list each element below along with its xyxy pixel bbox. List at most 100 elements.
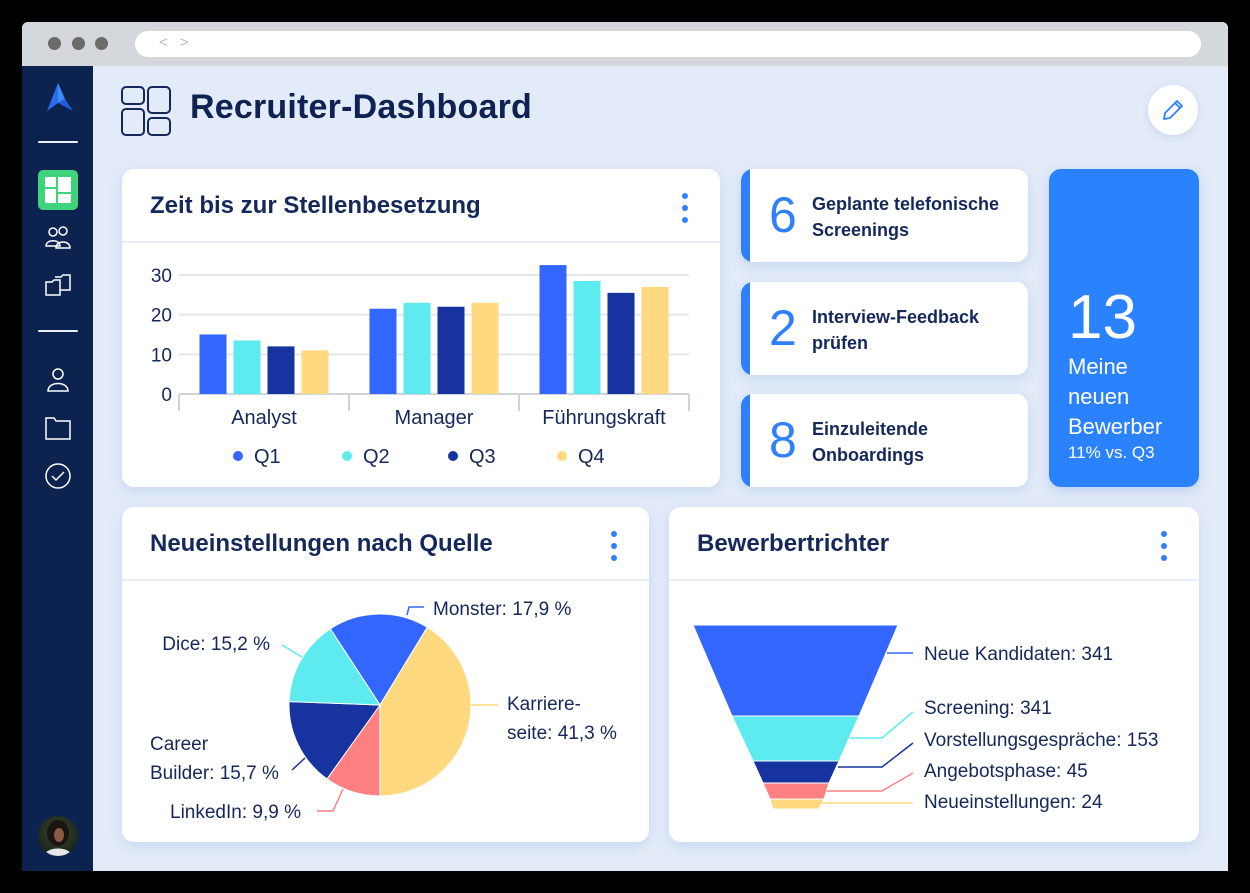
- y-tick-label: 20: [151, 306, 172, 327]
- time-to-fill-card: Zeit bis zur Stellenbesetzung 0 10 20 30 Ana…: [122, 169, 720, 487]
- stat-label: Geplante telefonische Screenings: [812, 194, 1000, 240]
- new-applicants-card[interactable]: 13 Meine neuen Bewerber 11% vs. Q3: [1049, 169, 1199, 487]
- sidebar-divider: [38, 141, 78, 143]
- leader-line: [317, 788, 344, 812]
- sidebar-item-dashboard[interactable]: [38, 170, 78, 210]
- y-tick-label: 30: [151, 266, 172, 287]
- card-title: Zeit bis zur Stellenbesetzung: [150, 192, 481, 219]
- leader-line: [406, 606, 424, 616]
- funnel-label: Angebotsphase: 45: [924, 761, 1088, 782]
- bar-q3[interactable]: [267, 346, 295, 394]
- pie-label: LinkedIn: 9,9 %: [170, 802, 301, 823]
- folder-icon: [45, 417, 71, 440]
- legend-label[interactable]: Q2: [363, 446, 390, 468]
- browser-chrome: < >: [22, 22, 1228, 66]
- funnel-stage[interactable]: [692, 624, 899, 717]
- pie-label: Monster: 17,9 %: [433, 599, 571, 620]
- pie-slice-dice[interactable]: [288, 628, 381, 706]
- bar-q4[interactable]: [301, 350, 329, 394]
- legend-label[interactable]: Q3: [469, 446, 496, 468]
- pie-chart: Monster: 17,9 % Karriere-seite: 41,3 % Lin…: [150, 599, 617, 823]
- more-vertical-icon[interactable]: [1157, 531, 1171, 561]
- funnel-stage[interactable]: [769, 798, 825, 810]
- sidebar-item-profile[interactable]: [38, 360, 78, 400]
- card-divider: [122, 241, 720, 243]
- legend-dot-icon: [557, 451, 567, 461]
- card-title: Neueinstellungen nach Quelle: [150, 530, 493, 557]
- x-category-label: Führungskraft: [542, 407, 666, 429]
- y-tick-label: 10: [151, 345, 172, 366]
- stat-accent-bar: [741, 169, 750, 262]
- stat-accent-bar: [741, 394, 750, 487]
- dashboard-icon: [45, 177, 71, 203]
- pie-label: seite: 41,3 %: [507, 723, 617, 744]
- new-applicants-label: Meine neuen Bewerber: [1068, 354, 1163, 439]
- bar-q1[interactable]: [539, 265, 567, 394]
- funnel-stage[interactable]: [752, 760, 840, 784]
- sidebar-item-documents[interactable]: [38, 408, 78, 448]
- bar-q2[interactable]: [573, 280, 601, 394]
- card-divider: [669, 579, 1199, 581]
- leader-line: [281, 644, 303, 658]
- stat-label: Interview-Feedback prüfen: [812, 307, 980, 353]
- stat-value: 8: [769, 412, 797, 468]
- funnel-card: Bewerbertrichter Neue Kandidaten: 341 Scr…: [669, 507, 1199, 842]
- bar-q3[interactable]: [437, 306, 465, 394]
- bar-q3[interactable]: [607, 292, 635, 394]
- nav-arrows-icon[interactable]: < >: [159, 34, 193, 51]
- bar-q1[interactable]: [369, 308, 397, 394]
- legend-label[interactable]: Q4: [578, 446, 605, 468]
- person-icon: [47, 368, 69, 392]
- browser-window: < >: [22, 22, 1228, 871]
- sidebar-item-candidates[interactable]: [38, 218, 78, 258]
- sidebar-item-jobs[interactable]: [38, 265, 78, 305]
- pie-label: Career: [150, 734, 209, 755]
- new-applicants-delta: 11% vs. Q3: [1068, 443, 1155, 462]
- funnel-stage[interactable]: [762, 782, 830, 800]
- pie-label: Dice: 15,2 %: [162, 634, 270, 655]
- window-maximize-dot[interactable]: [95, 37, 108, 50]
- leader-line: [827, 772, 914, 792]
- legend-label[interactable]: Q1: [254, 446, 281, 468]
- hires-by-source-card: Neueinstellungen nach Quelle Monster: 17…: [122, 507, 649, 842]
- funnel-chart: Neue Kandidaten: 341 Screening: 341 Vorste…: [692, 624, 1159, 813]
- legend-dot-icon: [233, 451, 243, 461]
- legend-dot-icon: [448, 451, 458, 461]
- card-title: Bewerbertrichter: [697, 530, 890, 557]
- bar-q1[interactable]: [199, 334, 227, 395]
- sidebar-divider: [38, 330, 78, 332]
- window-close-dot[interactable]: [48, 37, 61, 50]
- stat-card-interview-feedback[interactable]: 2 Interview-Feedback prüfen: [741, 282, 1028, 375]
- funnel-label: Neueinstellungen: 24: [924, 792, 1103, 813]
- funnel-stage[interactable]: [731, 715, 860, 762]
- leader-line: [291, 757, 306, 771]
- check-circle-icon: [45, 463, 71, 489]
- folders-icon: [45, 274, 71, 296]
- edit-dashboard-button[interactable]: [1148, 85, 1198, 135]
- stat-card-screenings[interactable]: 6 Geplante telefonische Screenings: [741, 169, 1028, 262]
- app-logo-icon[interactable]: [38, 78, 78, 118]
- leader-line: [850, 711, 914, 739]
- bar-q4[interactable]: [641, 286, 669, 394]
- more-vertical-icon[interactable]: [607, 531, 621, 561]
- pie-slice-career-builder[interactable]: [288, 701, 381, 780]
- stat-card-onboardings[interactable]: 8 Einzuleitende Onboardings: [741, 394, 1028, 487]
- bar-q4[interactable]: [471, 302, 499, 394]
- sidebar: [22, 66, 93, 871]
- funnel-label: Vorstellungsgespräche: 153: [924, 730, 1159, 751]
- bar-q2[interactable]: [403, 302, 431, 394]
- window-minimize-dot[interactable]: [72, 37, 85, 50]
- bar-q2[interactable]: [233, 340, 261, 394]
- pie-slice-monster[interactable]: [329, 613, 428, 706]
- pencil-icon: [1163, 100, 1183, 120]
- dashboard-layout-icon: [121, 86, 171, 136]
- sidebar-item-tasks[interactable]: [38, 456, 78, 496]
- stat-label: Einzuleitende Onboardings: [812, 419, 929, 465]
- address-bar[interactable]: < >: [135, 31, 1201, 57]
- funnel-label: Screening: 341: [924, 698, 1052, 719]
- pie-label: Karriere-: [507, 694, 581, 715]
- more-vertical-icon[interactable]: [678, 193, 692, 223]
- pie-slice-karriereseite[interactable]: [379, 626, 472, 797]
- user-avatar[interactable]: [38, 816, 78, 856]
- new-applicants-value: 13: [1068, 283, 1137, 352]
